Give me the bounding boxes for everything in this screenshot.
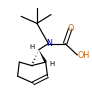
Text: O: O <box>68 24 74 33</box>
Polygon shape <box>39 50 47 63</box>
Text: OH: OH <box>78 50 90 60</box>
Text: H: H <box>29 44 35 50</box>
Text: H: H <box>50 61 55 67</box>
Text: N: N <box>46 39 52 48</box>
